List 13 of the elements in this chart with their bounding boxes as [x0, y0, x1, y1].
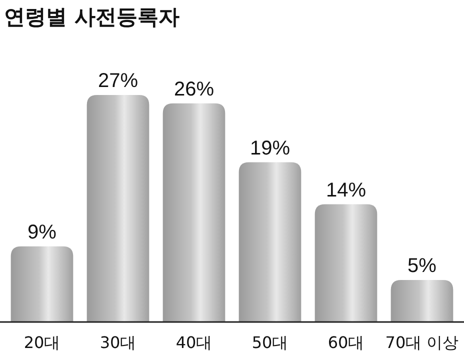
- data-label: 19%: [250, 137, 290, 160]
- data-label: 5%: [408, 254, 437, 277]
- x-tick-label: 70대 이상: [385, 333, 459, 352]
- x-tick-label: 30대: [100, 333, 136, 352]
- data-label: 9%: [28, 221, 57, 244]
- data-label: 27%: [98, 70, 138, 92]
- data-label: 14%: [326, 179, 366, 202]
- x-tick-label: 60대: [328, 333, 364, 352]
- x-tick-label: 20대: [24, 333, 60, 352]
- x-tick-label: 40대: [176, 333, 212, 352]
- x-tick-label: 50대: [252, 333, 288, 352]
- chart-title: 연령별 사전등록자: [4, 5, 180, 29]
- data-label: 26%: [174, 78, 214, 100]
